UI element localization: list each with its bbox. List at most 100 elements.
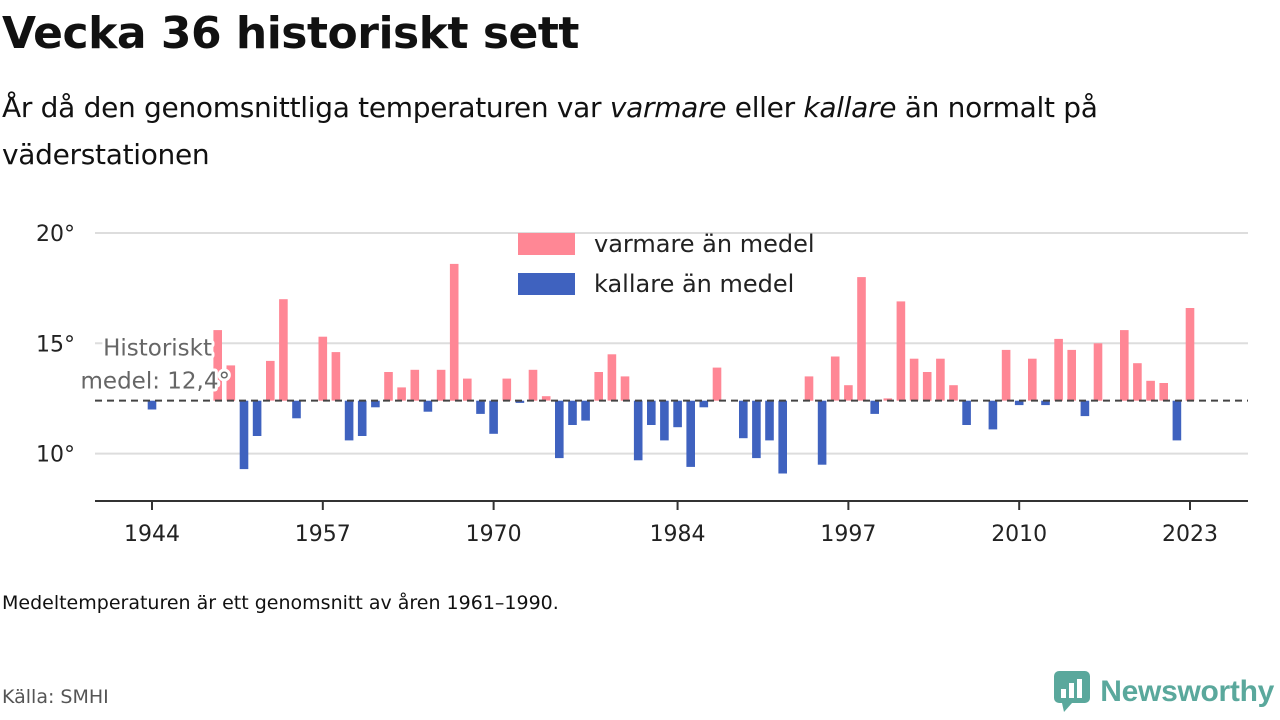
x-tick-label: 1970	[466, 522, 522, 547]
y-tick-label: 10°	[36, 443, 75, 468]
bar-warm	[1054, 338, 1063, 401]
bar-cold	[239, 400, 249, 470]
bar-warm	[410, 369, 420, 401]
bar-warm	[712, 367, 722, 401]
subtitle-text-mid: eller	[726, 91, 804, 124]
newsworthy-logo-icon	[1054, 671, 1091, 712]
bar-warm	[857, 277, 866, 401]
bar-cold	[489, 400, 498, 434]
bar-warm	[226, 365, 236, 401]
source-credit: Källa: SMHI	[2, 686, 109, 708]
average-label-line2: medel: 12,4°	[81, 369, 230, 395]
x-tick-label: 2010	[991, 522, 1047, 547]
bar-warm	[949, 385, 958, 401]
bar-cold	[371, 400, 380, 408]
bar-warm	[1120, 330, 1129, 401]
bar-cold	[752, 400, 761, 459]
bar-warm	[1001, 349, 1011, 401]
bar-cold	[581, 400, 590, 421]
bar-warm	[318, 336, 328, 401]
bar-warm	[909, 358, 919, 401]
bar-cold	[1041, 400, 1050, 406]
bar-cold	[699, 400, 709, 408]
bar-warm	[279, 299, 288, 401]
bar-warm	[502, 378, 512, 401]
x-tick-label: 1957	[295, 522, 351, 547]
bar-warm	[844, 385, 853, 401]
bar-warm	[397, 387, 406, 401]
subtitle-warm-word: varmare	[609, 91, 727, 124]
bar-cold	[962, 400, 971, 425]
bar-warm	[936, 358, 945, 401]
bar-cold	[357, 400, 367, 436]
bar-warm	[922, 372, 932, 401]
bar-warm	[541, 396, 551, 401]
legend-swatch-cold	[518, 273, 575, 295]
bar-warm	[1133, 363, 1142, 401]
bar-cold	[1172, 400, 1182, 441]
bar-cold	[476, 400, 485, 414]
bar-cold	[555, 400, 564, 459]
subtitle-text-end: än normalt på väderstationen	[2, 91, 1098, 171]
bar-cold	[870, 400, 879, 414]
legend-label-cold: kallare än medel	[594, 270, 794, 298]
bar-warm	[384, 372, 393, 401]
bar-warm	[607, 354, 617, 401]
bar-cold	[252, 400, 262, 436]
bar-cold	[147, 400, 157, 410]
bar-cold	[686, 400, 695, 467]
x-tick-label: 2023	[1162, 522, 1218, 547]
bar-warm	[804, 376, 814, 401]
bar-cold	[292, 400, 301, 419]
bar-warm	[436, 369, 446, 401]
bar-warm	[331, 352, 341, 401]
bar-cold	[423, 400, 433, 412]
bar-warm	[463, 378, 472, 401]
brand-name: Newsworthy	[1100, 675, 1274, 708]
bar-cold	[1014, 400, 1024, 406]
bar-cold	[515, 400, 525, 403]
bar-cold	[988, 400, 998, 430]
bar-cold	[817, 400, 827, 465]
bar-warm	[1028, 358, 1037, 401]
bar-cold	[673, 400, 682, 428]
legend-swatch-warm	[518, 233, 575, 255]
chart-title: Vecka 36 historiskt sett	[2, 8, 579, 59]
bar-warm	[1185, 308, 1195, 401]
temperature-bar-chart: 10° 15° 20° Historiskt medel: 12,4° 1944 1957 1…	[36, 222, 1248, 547]
bar-warm	[1093, 343, 1103, 401]
bar-cold	[1080, 400, 1090, 417]
bar-warm	[266, 360, 275, 401]
bar-cold	[765, 400, 774, 441]
bar-warm	[449, 263, 459, 401]
subtitle-cold-word: kallare	[803, 91, 897, 124]
brand-logo: Newsworthy	[1054, 671, 1274, 712]
bar-warm	[528, 369, 538, 401]
x-tick-label: 1984	[650, 522, 706, 547]
y-tick-label: 20°	[36, 222, 75, 247]
x-tick-label: 1944	[124, 522, 180, 547]
bar-warm	[620, 376, 630, 401]
bar-cold	[739, 400, 748, 439]
average-label-line1: Historiskt	[103, 336, 212, 362]
bar-warm	[1159, 383, 1168, 401]
bar-warm	[896, 301, 906, 401]
bar-cold	[778, 400, 787, 474]
legend-label-warm: varmare än medel	[594, 230, 815, 258]
subtitle-text-start: År då den genomsnittliga temperaturen va…	[2, 91, 610, 124]
bar-cold	[660, 400, 669, 441]
bar-cold	[344, 400, 354, 441]
bar-warm	[1067, 349, 1076, 401]
footnote: Medeltemperaturen är ett genomsnitt av å…	[2, 592, 559, 614]
bar-cold	[633, 400, 643, 461]
y-tick-label: 15°	[36, 332, 75, 357]
bar-warm	[830, 356, 840, 401]
bar-cold	[647, 400, 656, 425]
bar-warm	[594, 372, 603, 401]
bar-cold	[568, 400, 577, 425]
bar-warm	[883, 398, 893, 401]
bar-warm	[213, 330, 222, 401]
x-tick-label: 1997	[820, 522, 876, 547]
bar-warm	[1146, 380, 1155, 401]
chart-subtitle: År då den genomsnittliga temperaturen va…	[2, 84, 1242, 178]
